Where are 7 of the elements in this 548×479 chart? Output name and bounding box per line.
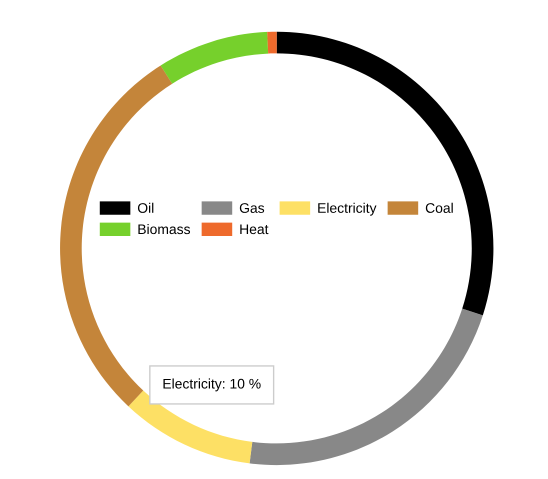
legend-label: Coal xyxy=(426,202,453,213)
legend-label: Electricity xyxy=(318,202,376,216)
legend-label: Gas xyxy=(240,203,264,213)
legend-label: Biomass xyxy=(138,224,190,234)
legend-label: Oil xyxy=(138,202,154,213)
legend-label: Heat xyxy=(240,224,268,234)
text: Electricity: 10 % xyxy=(163,378,261,392)
